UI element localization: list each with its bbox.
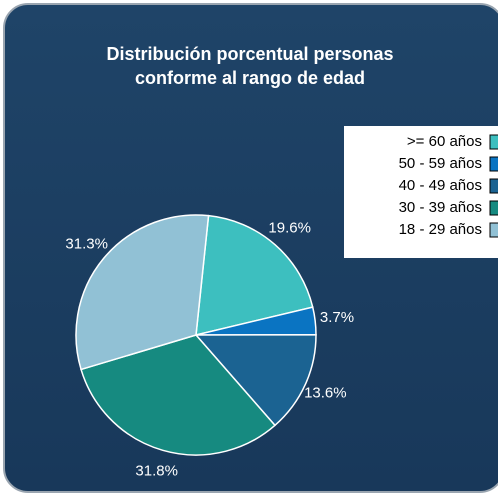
legend-label: 18 - 29 años (399, 221, 482, 238)
legend-box (344, 126, 498, 258)
legend-label: 30 - 39 años (399, 199, 482, 216)
data-label: 19.6% (268, 219, 311, 236)
pie: 19.6% 3.7% 13.6% 31.8% 31.3% (65, 214, 354, 479)
data-label: 3.7% (320, 309, 354, 326)
legend-swatch (489, 156, 498, 172)
chart-title: conforme al rango de edad (135, 68, 365, 88)
data-label: 13.6% (304, 385, 347, 402)
legend-swatch (489, 134, 498, 150)
legend-swatch (489, 222, 498, 238)
legend-swatch (489, 178, 498, 194)
legend-label: 50 - 59 años (399, 155, 482, 172)
legend-label: >= 60 años (407, 133, 482, 150)
slice (195, 214, 314, 336)
slice (75, 214, 210, 371)
legend-swatch (489, 200, 498, 216)
legend: >= 60 años 50 - 59 años 40 - 49 años 30 - 3… (399, 133, 498, 238)
legend-label: 40 - 49 años (399, 177, 482, 194)
data-label: 31.3% (65, 235, 108, 252)
slice (80, 334, 277, 456)
slice (194, 333, 317, 427)
chart-title: Distribución porcentual personas (106, 44, 393, 64)
data-label: 31.8% (135, 462, 178, 479)
